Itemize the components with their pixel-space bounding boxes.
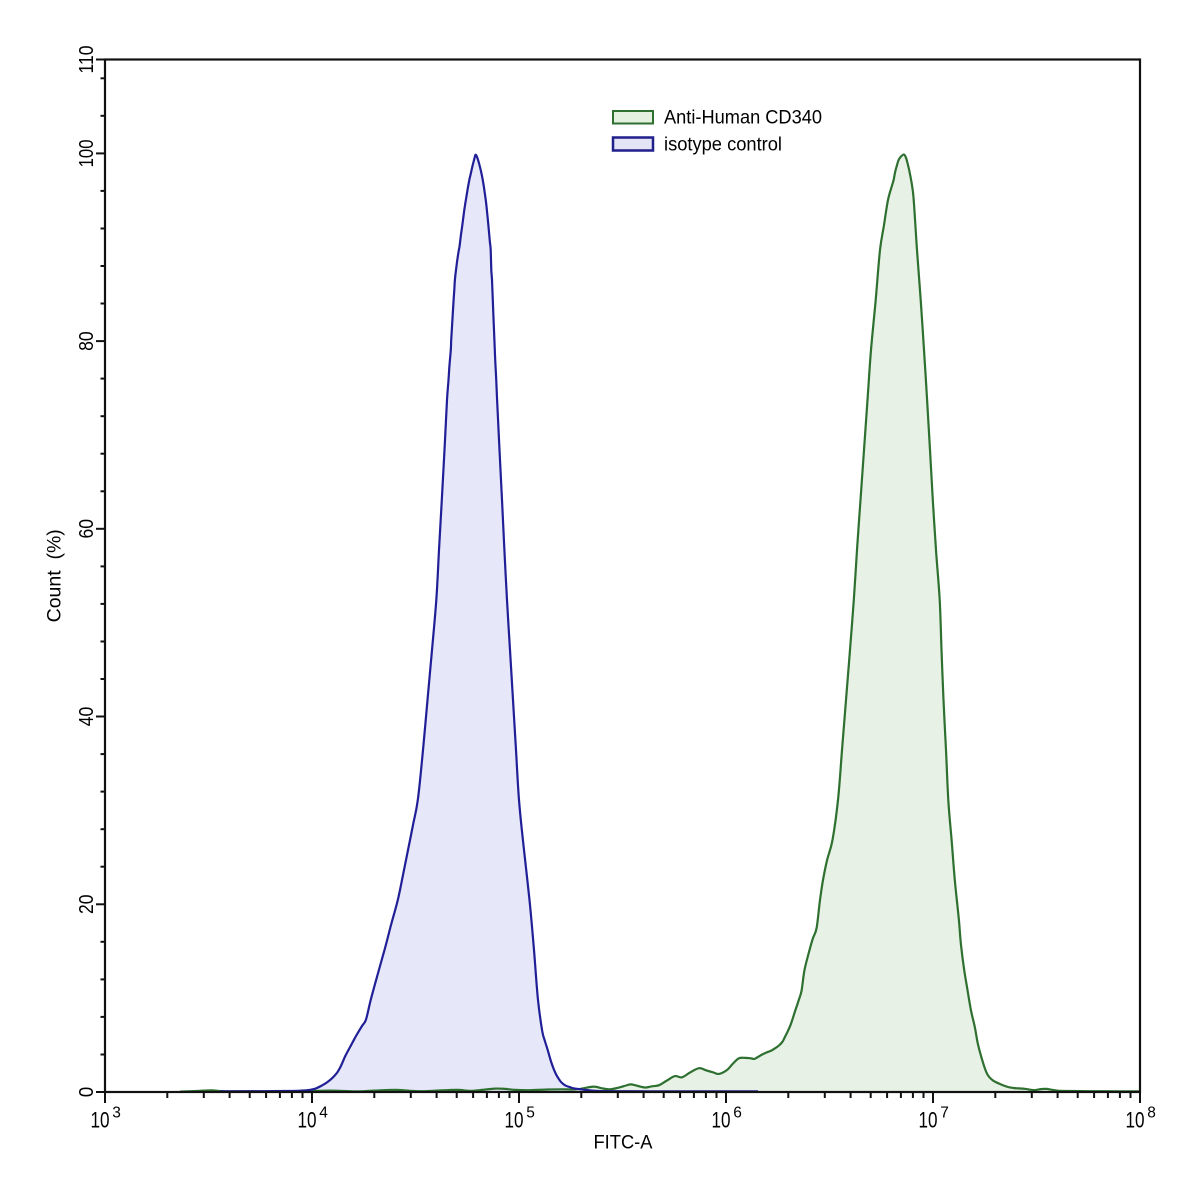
- svg-text:5: 5: [526, 1105, 535, 1122]
- svg-text:FITC-A: FITC-A: [594, 1132, 653, 1154]
- svg-text:isotype control: isotype control: [664, 134, 782, 156]
- svg-text:40: 40: [76, 707, 98, 727]
- svg-text:10: 10: [91, 1108, 110, 1133]
- svg-text:10: 10: [505, 1108, 524, 1133]
- svg-text:10: 10: [712, 1108, 731, 1133]
- svg-text:60: 60: [76, 519, 98, 539]
- svg-text:10: 10: [298, 1108, 317, 1133]
- svg-text:80: 80: [76, 331, 98, 351]
- svg-text:8: 8: [1147, 1105, 1156, 1122]
- svg-text:20: 20: [76, 895, 98, 915]
- svg-text:4: 4: [319, 1105, 328, 1122]
- svg-text:3: 3: [112, 1105, 121, 1122]
- svg-text:Anti-Human CD340: Anti-Human CD340: [664, 107, 822, 129]
- svg-text:100: 100: [76, 139, 98, 167]
- svg-text:10: 10: [1126, 1108, 1145, 1133]
- svg-text:10: 10: [919, 1108, 938, 1133]
- svg-text:0: 0: [76, 1087, 98, 1098]
- svg-text:110: 110: [76, 46, 98, 74]
- svg-text:Count (%): Count (%): [44, 529, 66, 622]
- svg-text:6: 6: [733, 1105, 742, 1122]
- svg-text:7: 7: [940, 1105, 949, 1122]
